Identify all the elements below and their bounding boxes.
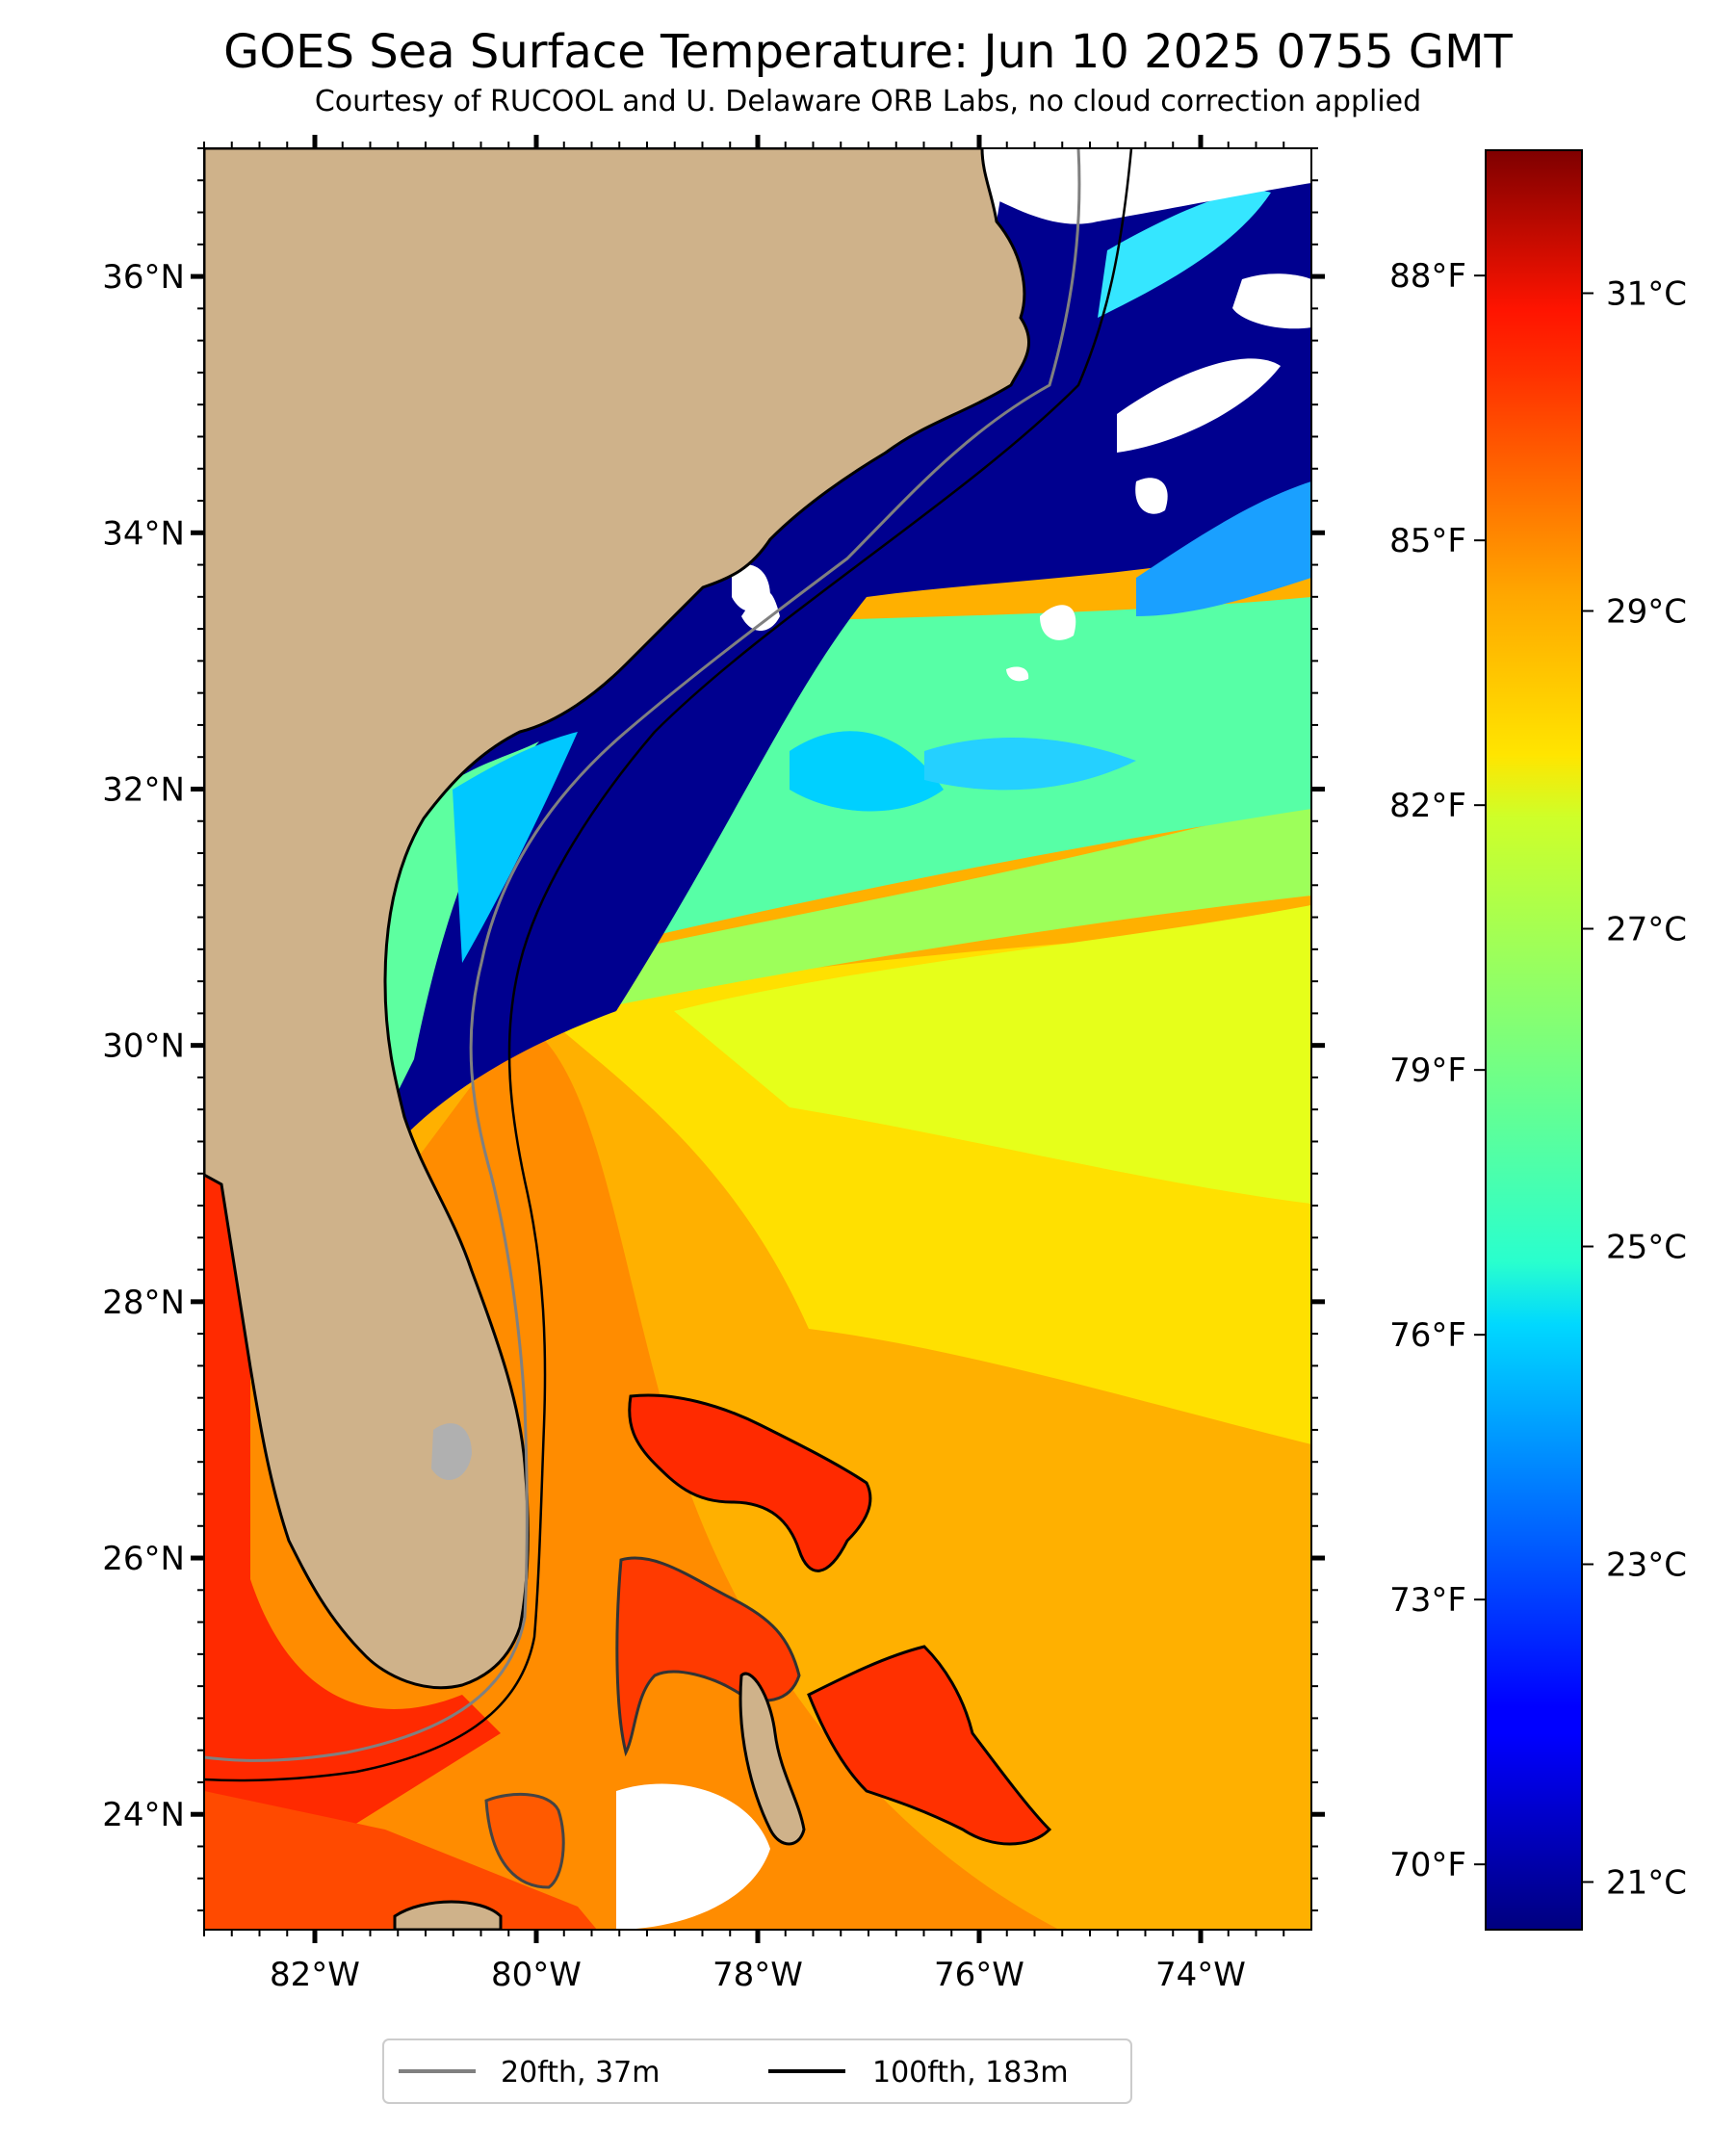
fahrenheit-tick-label: 85°F <box>1389 522 1466 560</box>
fahrenheit-tick-label: 79°F <box>1389 1052 1466 1090</box>
figure-subtitle: Courtesy of RUCOOL and U. Delaware ORB L… <box>314 85 1422 118</box>
latitude-axis: 24°N 26°N 28°N 30°N 32°N 34°N 36°N <box>102 147 1325 1912</box>
lat-tick-label: 32°N <box>102 770 185 809</box>
land-bahamas <box>628 1393 872 1572</box>
legend-label-100fth: 100fth, 183m <box>872 2056 1069 2090</box>
fahrenheit-tick-label: 73°F <box>1389 1581 1466 1620</box>
lat-tick-label: 28°N <box>102 1284 185 1322</box>
celsius-tick-label: 27°C <box>1606 911 1687 949</box>
celsius-tick-label: 29°C <box>1606 593 1687 632</box>
longitude-axis: 82°W 80°W 78°W 76°W 74°W <box>203 135 1285 1994</box>
legend: 20fth, 37m 100fth, 183m <box>382 2038 1132 2104</box>
contour-20fth <box>204 148 1081 1762</box>
sst-field <box>204 148 1311 1930</box>
fahrenheit-tick-label: 82°F <box>1389 787 1466 825</box>
fahrenheit-tick-label: 76°F <box>1389 1316 1466 1355</box>
fahrenheit-axis: 70°F 73°F 76°F 79°F 82°F 85°F 88°F <box>1389 257 1486 1884</box>
celsius-tick-label: 25°C <box>1606 1229 1687 1267</box>
lat-tick-label: 24°N <box>102 1796 185 1834</box>
celsius-tick-label: 31°C <box>1606 275 1687 314</box>
colorbar-axis: 21°C 23°C 25°C 27°C 29°C 31°C <box>1582 275 1687 1903</box>
contour-100fth <box>204 148 1133 1782</box>
lon-tick-label: 76°W <box>934 1956 1024 1994</box>
lon-tick-label: 78°W <box>713 1956 803 1994</box>
legend-label-20fth: 20fth, 37m <box>501 2056 660 2090</box>
lon-tick-label: 80°W <box>491 1956 582 1994</box>
land-southeast-us <box>204 148 1031 1690</box>
celsius-tick-label: 23°C <box>1606 1546 1687 1585</box>
lat-tick-label: 26°N <box>102 1540 185 1578</box>
celsius-tick-label: 21°C <box>1606 1864 1687 1903</box>
lat-tick-label: 34°N <box>102 514 185 553</box>
colorbar <box>1485 149 1583 1931</box>
fahrenheit-tick-label: 70°F <box>1389 1846 1466 1884</box>
lat-tick-label: 30°N <box>102 1027 185 1066</box>
lon-tick-label: 74°W <box>1155 1956 1246 1994</box>
figure-title: GOES Sea Surface Temperature: Jun 10 202… <box>223 25 1513 79</box>
lon-tick-label: 82°W <box>270 1956 360 1994</box>
fahrenheit-tick-label: 88°F <box>1389 257 1466 296</box>
lat-tick-label: 36°N <box>102 258 185 297</box>
